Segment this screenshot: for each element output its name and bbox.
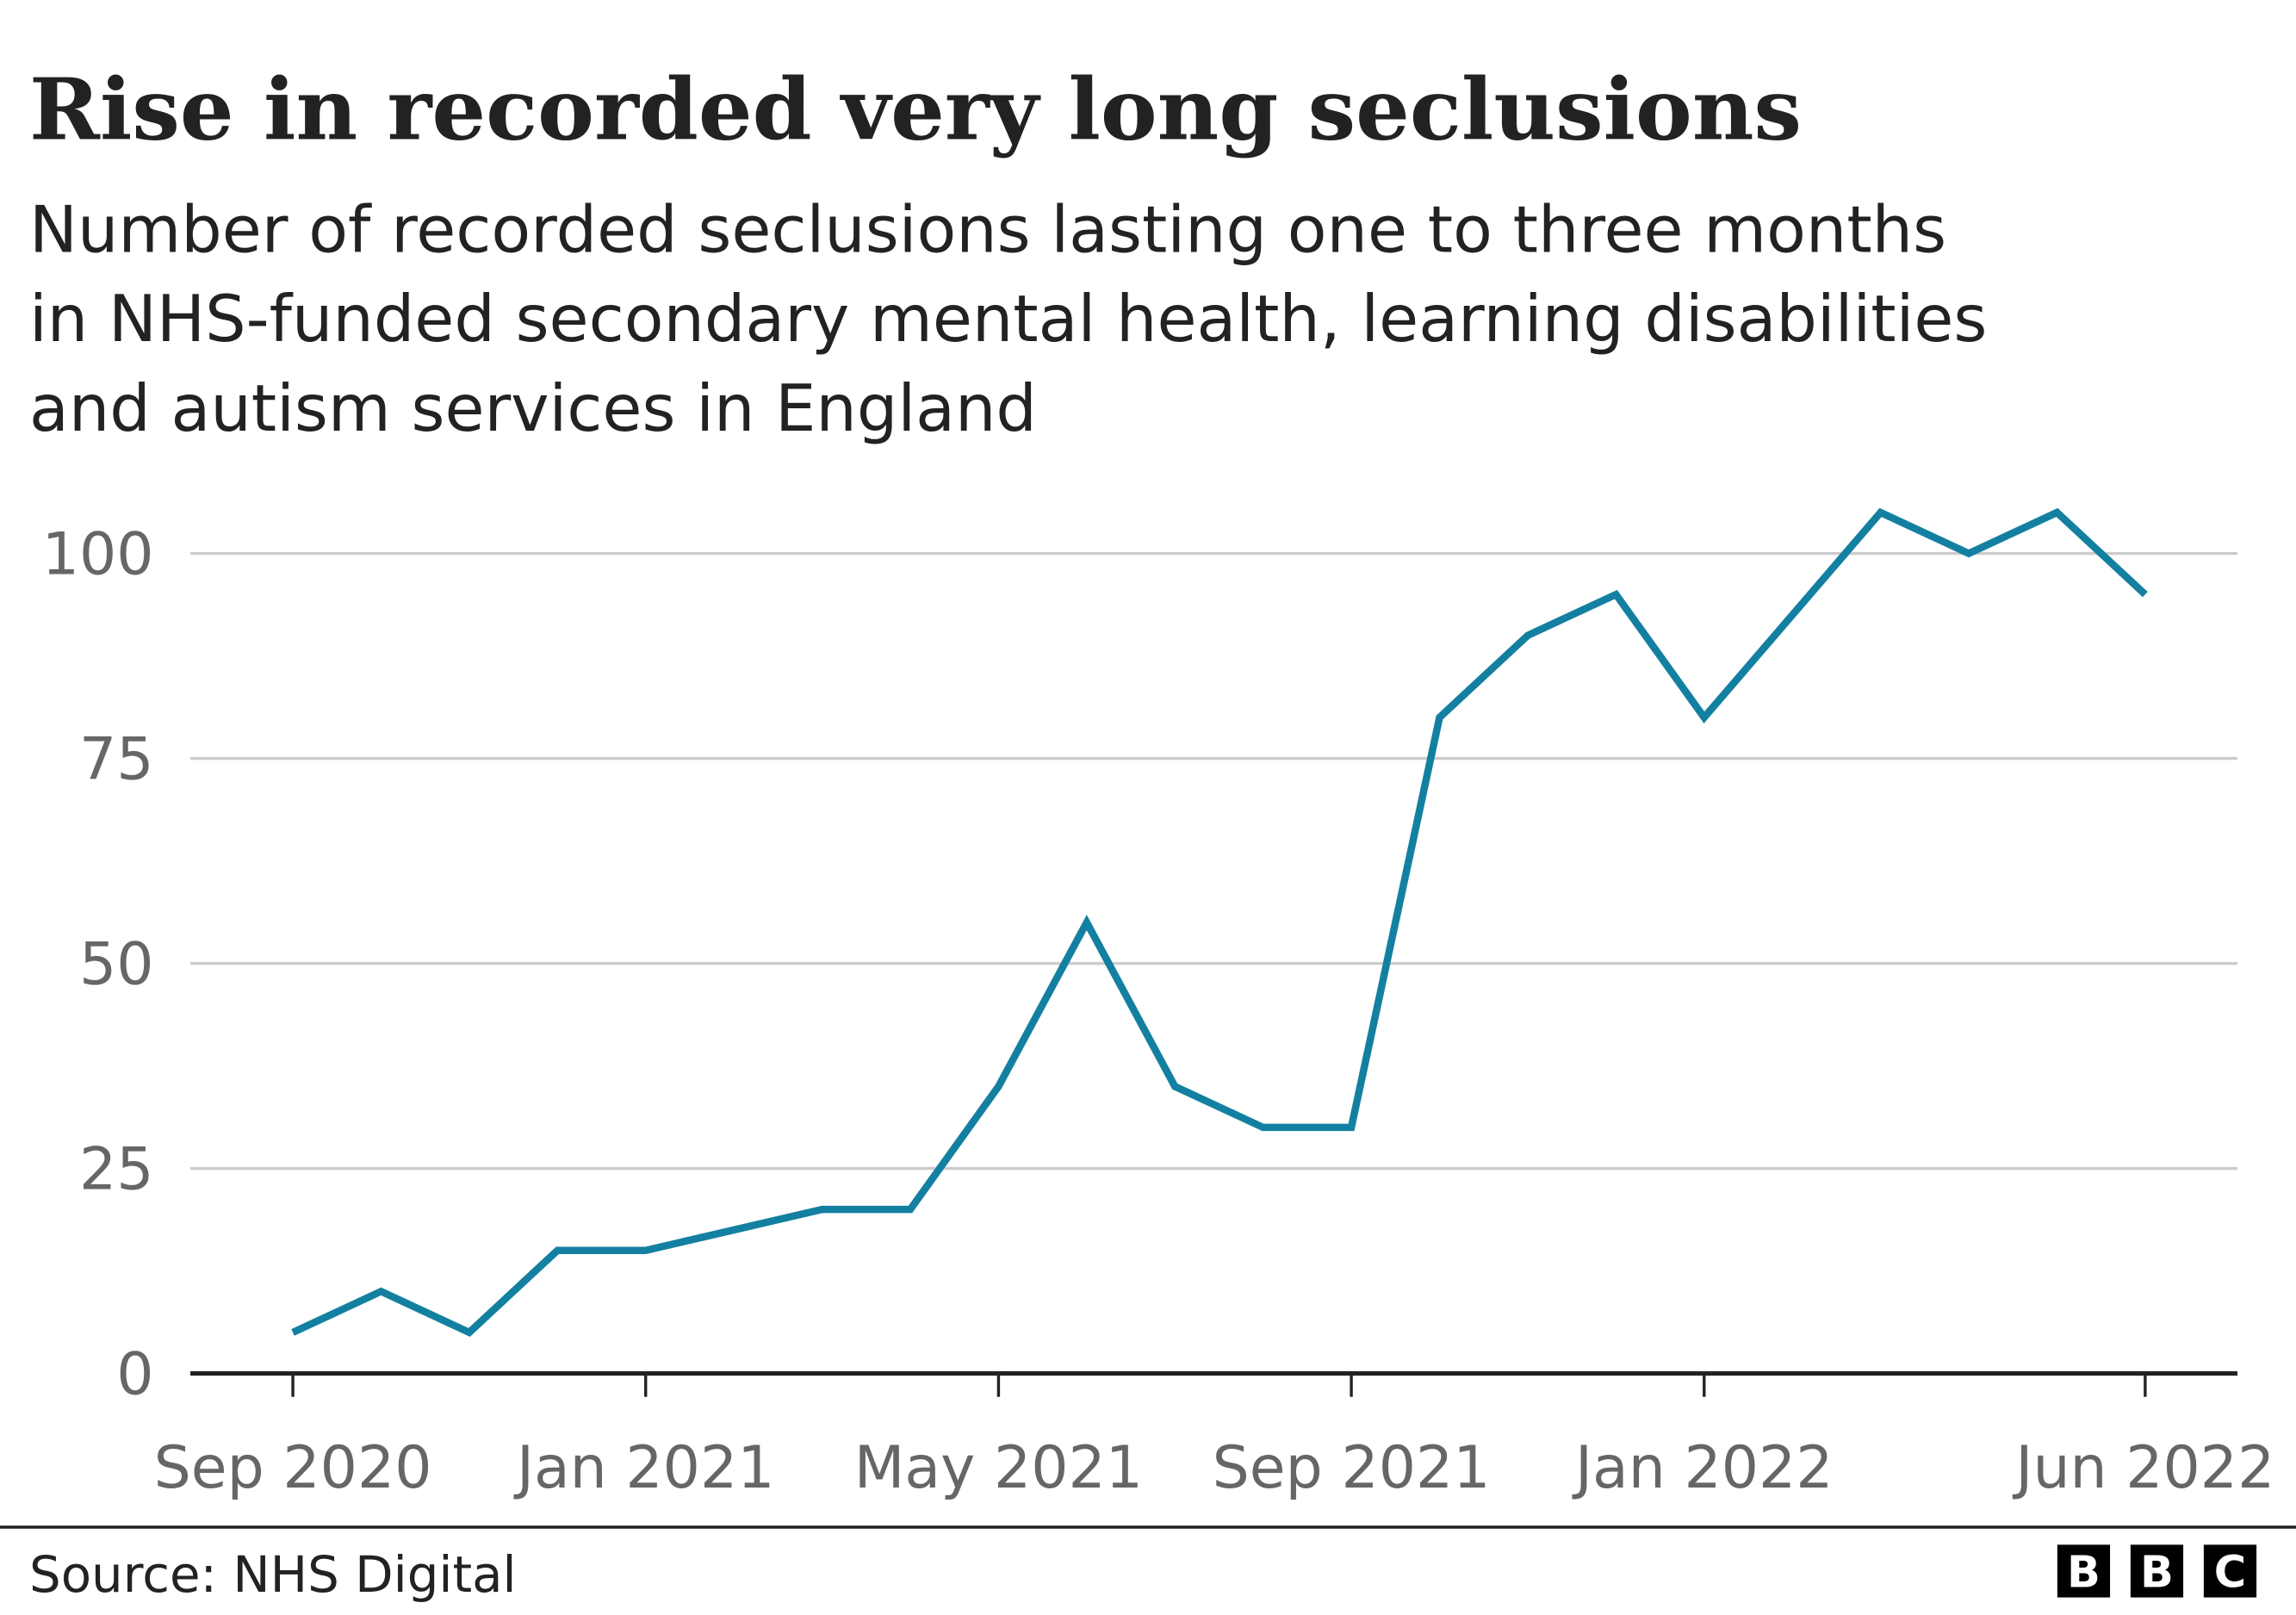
- logo-letter: C: [2214, 1548, 2246, 1599]
- subtitle-line: in NHS-funded secondary mental health, l…: [29, 282, 1987, 357]
- logo-box: [2057, 1544, 2111, 1598]
- y-tick-label: 100: [42, 520, 154, 588]
- x-tick-label: Jun 2022: [2012, 1434, 2274, 1502]
- source: Source: NHS Digital: [29, 1545, 517, 1604]
- logo-letter: B: [2140, 1548, 2174, 1599]
- logo-letter: B: [2067, 1548, 2101, 1599]
- x-tick-label: Jan 2021: [513, 1434, 775, 1502]
- chart-title: Rise in recorded very long seclusions: [29, 60, 1802, 160]
- x-tick-label: Sep 2021: [1213, 1434, 1491, 1502]
- logo-box: [2130, 1544, 2184, 1598]
- y-tick-label: 75: [79, 725, 154, 793]
- logo-box: [2203, 1544, 2257, 1598]
- y-tick-label: 25: [79, 1135, 154, 1203]
- x-tick-label: Jan 2022: [1572, 1434, 1834, 1502]
- x-tick-label: Sep 2020: [154, 1434, 432, 1502]
- y-tick-label: 0: [116, 1340, 153, 1408]
- x-tick-label: May 2021: [854, 1434, 1143, 1502]
- subtitle-line: and autism services in England: [29, 371, 1037, 446]
- subtitle-line: Number of recorded seclusions lasting on…: [29, 192, 1946, 267]
- y-tick-label: 50: [79, 930, 154, 998]
- data-line: [291, 507, 2148, 1337]
